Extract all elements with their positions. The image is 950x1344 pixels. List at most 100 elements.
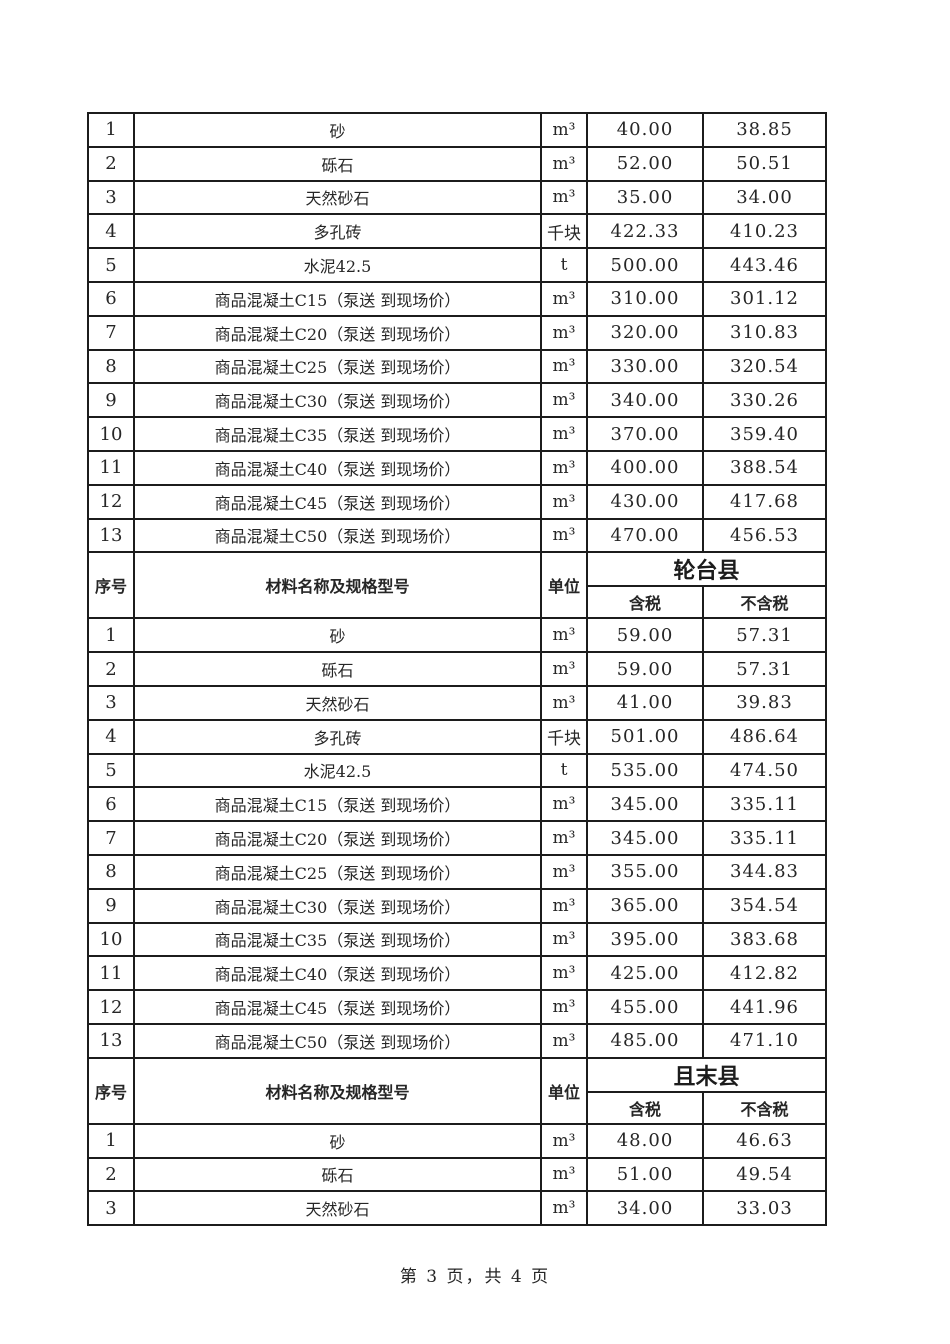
- cell-unit: m³: [540, 617, 588, 654]
- cell-unit: m³: [540, 684, 588, 721]
- cell-price-tax-excluded: 38.85: [702, 112, 827, 148]
- cell-price-tax-excluded: 57.31: [702, 617, 827, 654]
- cell-unit: m³: [540, 145, 588, 182]
- cell-price-tax-excluded: 410.23: [702, 213, 827, 250]
- cell-price-tax-included: 422.33: [586, 213, 704, 250]
- cell-seq: 8: [87, 853, 135, 890]
- tax-header-row: 含税 不含税: [88, 1090, 827, 1125]
- cell-material-name: 商品混凝土C25（泵送 到现场价）: [133, 853, 542, 890]
- cell-price-tax-excluded: 301.12: [702, 280, 827, 317]
- cell-material-name: 商品混凝土C40（泵送 到现场价）: [133, 449, 542, 486]
- table-row: 6 商品混凝土C15（泵送 到现场价） m³ 310.00 301.12: [87, 280, 827, 317]
- cell-unit: m³: [540, 651, 588, 687]
- cell-material-name: 砾石: [133, 651, 542, 687]
- cell-price-tax-excluded: 330.26: [702, 382, 827, 419]
- cell-seq: 7: [87, 820, 135, 856]
- cell-seq: 10: [87, 921, 135, 958]
- table-row: 1 砂 m³ 40.00 38.85: [87, 112, 827, 148]
- cell-unit: m³: [540, 820, 588, 856]
- cell-price-tax-included: 48.00: [586, 1122, 704, 1159]
- cell-material-name: 砂: [133, 112, 542, 148]
- table-row: 3 天然砂石 m³ 34.00 33.03: [87, 1190, 827, 1227]
- cell-material-name: 商品混凝土C40（泵送 到现场价）: [133, 955, 542, 992]
- cell-seq: 3: [87, 179, 135, 216]
- cell-unit: m³: [540, 382, 588, 419]
- cell-material-name: 多孔砖: [133, 213, 542, 250]
- cell-material-name: 砂: [133, 617, 542, 654]
- cell-price-tax-included: 35.00: [586, 179, 704, 216]
- cell-unit: m³: [540, 1156, 588, 1193]
- cell-price-tax-excluded: 33.03: [702, 1190, 827, 1227]
- cell-unit: m³: [540, 955, 588, 992]
- cell-price-tax-excluded: 310.83: [702, 314, 827, 351]
- cell-seq: 8: [87, 348, 135, 385]
- table-row: 8 商品混凝土C25（泵送 到现场价） m³ 355.00 344.83: [87, 853, 827, 890]
- table-row: 1 砂 m³ 59.00 57.31: [87, 617, 827, 654]
- cell-price-tax-included: 59.00: [586, 617, 704, 654]
- cell-material-name: 多孔砖: [133, 718, 542, 755]
- cell-price-tax-excluded: 335.11: [702, 820, 827, 856]
- cell-unit: m³: [540, 314, 588, 351]
- county-name: 轮台县: [586, 551, 827, 588]
- header-seq: 序号: [87, 1056, 135, 1125]
- table-row: 10 商品混凝土C35（泵送 到现场价） m³ 395.00 383.68: [87, 921, 827, 958]
- cell-price-tax-included: 41.00: [586, 684, 704, 721]
- cell-material-name: 商品混凝土C50（泵送 到现场价）: [133, 517, 542, 554]
- cell-price-tax-included: 320.00: [586, 314, 704, 351]
- cell-price-tax-included: 345.00: [586, 786, 704, 823]
- header-unit: 单位: [540, 1056, 588, 1125]
- cell-seq: 9: [87, 382, 135, 419]
- table-row: 2 砾石 m³ 51.00 49.54: [87, 1156, 827, 1193]
- cell-price-tax-included: 365.00: [586, 887, 704, 924]
- cell-unit: m³: [540, 483, 588, 520]
- cell-seq: 4: [87, 213, 135, 250]
- cell-material-name: 商品混凝土C25（泵送 到现场价）: [133, 348, 542, 385]
- cell-seq: 4: [87, 718, 135, 755]
- cell-price-tax-included: 500.00: [586, 247, 704, 283]
- cell-seq: 10: [87, 416, 135, 452]
- cell-price-tax-included: 430.00: [586, 483, 704, 520]
- cell-unit: m³: [540, 1022, 588, 1059]
- material-price-table: 1 砂 m³ 40.00 38.85 2 砾石 m³ 52.00 50.51 3 天然砂石 m³ 35.0…: [87, 112, 827, 1227]
- cell-price-tax-excluded: 486.64: [702, 718, 827, 755]
- cell-unit: m³: [540, 921, 588, 958]
- cell-price-tax-included: 501.00: [586, 718, 704, 755]
- cell-material-name: 水泥42.5: [133, 752, 542, 789]
- cell-seq: 3: [87, 1190, 135, 1227]
- cell-seq: 11: [87, 449, 135, 486]
- cell-price-tax-excluded: 34.00: [702, 179, 827, 216]
- cell-price-tax-excluded: 354.54: [702, 887, 827, 924]
- cell-unit: m³: [540, 348, 588, 385]
- cell-seq: 9: [87, 887, 135, 924]
- cell-material-name: 商品混凝土C20（泵送 到现场价）: [133, 314, 542, 351]
- table-row: 3 天然砂石 m³ 41.00 39.83: [87, 684, 827, 721]
- header-unit: 单位: [540, 551, 588, 620]
- cell-price-tax-included: 370.00: [586, 416, 704, 452]
- table-row: 2 砾石 m³ 52.00 50.51: [87, 145, 827, 182]
- cell-material-name: 天然砂石: [133, 684, 542, 721]
- cell-unit: m³: [540, 786, 588, 823]
- cell-material-name: 天然砂石: [133, 1190, 542, 1227]
- table-row: 13 商品混凝土C50（泵送 到现场价） m³ 470.00 456.53: [87, 517, 827, 554]
- cell-price-tax-excluded: 383.68: [702, 921, 827, 958]
- cell-price-tax-excluded: 335.11: [702, 786, 827, 823]
- cell-material-name: 商品混凝土C20（泵送 到现场价）: [133, 820, 542, 856]
- table-row: 8 商品混凝土C25（泵送 到现场价） m³ 330.00 320.54: [87, 348, 827, 385]
- cell-material-name: 商品混凝土C35（泵送 到现场价）: [133, 416, 542, 452]
- table-row: 12 商品混凝土C45（泵送 到现场价） m³ 430.00 417.68: [87, 483, 827, 520]
- section-header-row: 序号 材料名称及规格型号 单位 轮台县: [87, 551, 827, 620]
- cell-price-tax-excluded: 417.68: [702, 483, 827, 520]
- cell-material-name: 砾石: [133, 145, 542, 182]
- cell-material-name: 商品混凝土C50（泵送 到现场价）: [133, 1022, 542, 1059]
- cell-price-tax-included: 340.00: [586, 382, 704, 419]
- cell-seq: 6: [87, 280, 135, 317]
- cell-seq: 6: [87, 786, 135, 823]
- cell-material-name: 商品混凝土C45（泵送 到现场价）: [133, 483, 542, 520]
- cell-seq: 2: [87, 145, 135, 182]
- cell-seq: 12: [87, 483, 135, 520]
- header-material: 材料名称及规格型号: [133, 551, 542, 620]
- cell-price-tax-included: 535.00: [586, 752, 704, 789]
- header-tax-included: 含税: [586, 585, 704, 620]
- cell-price-tax-included: 400.00: [586, 449, 704, 486]
